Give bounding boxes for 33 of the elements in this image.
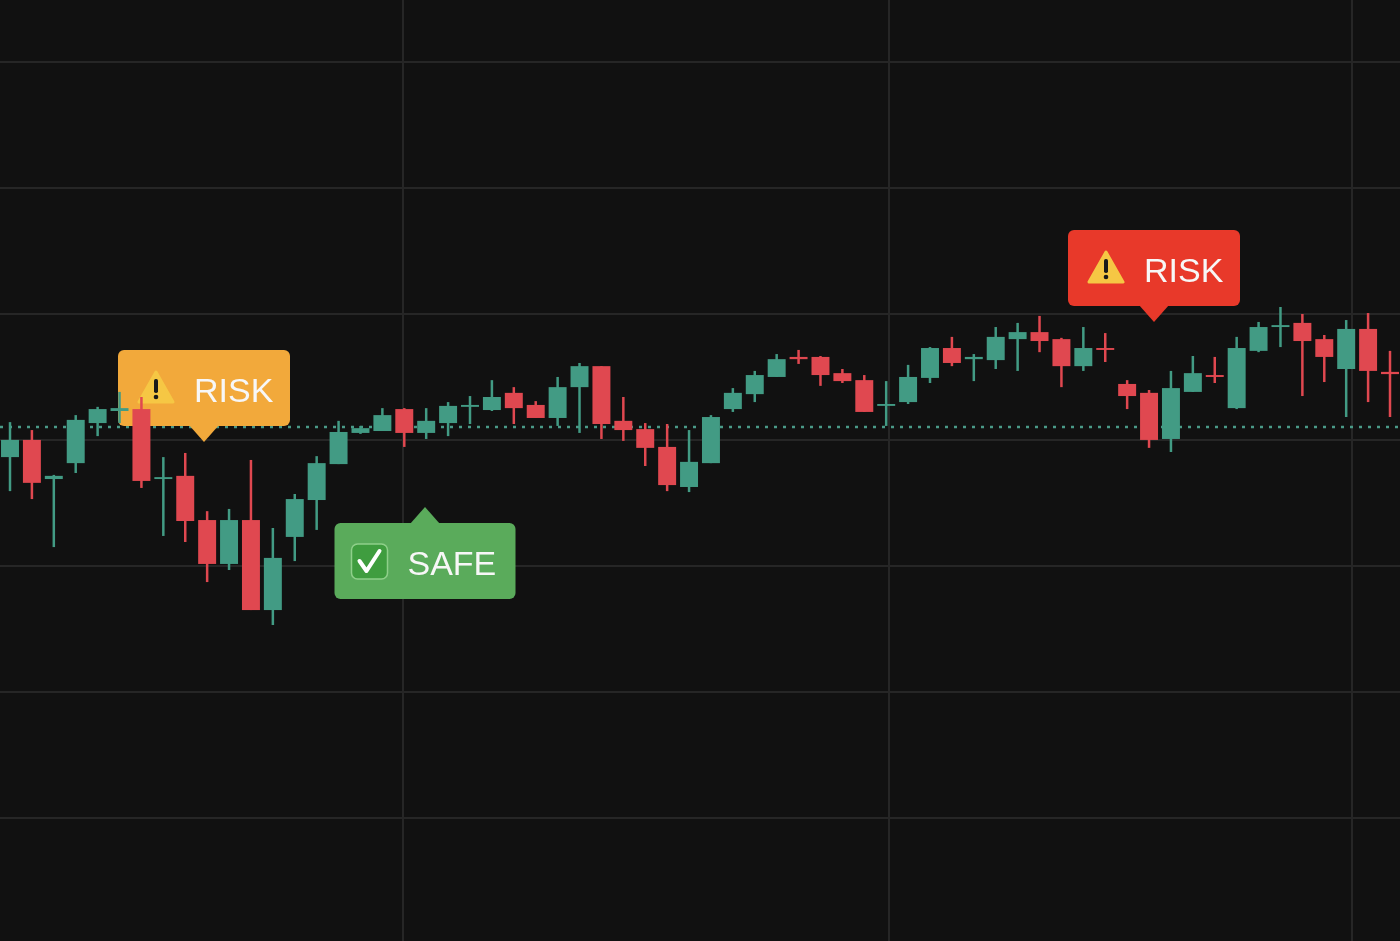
candlestick (636, 421, 655, 468)
candlestick (1205, 355, 1224, 385)
candlestick (1271, 305, 1290, 349)
candlestick (614, 395, 633, 443)
candlestick (986, 325, 1005, 371)
candlestick (964, 352, 983, 383)
candlestick (1030, 314, 1049, 354)
candlestick (745, 369, 764, 404)
candlestick (1315, 333, 1334, 384)
candlestick (877, 379, 896, 428)
text: RISK (1144, 251, 1224, 289)
candlestick (110, 390, 129, 425)
annotation: SAFE (407, 544, 497, 582)
candlestick (942, 335, 961, 368)
candlestick (461, 394, 479, 426)
candlestick (811, 354, 830, 388)
annotation: RISK (194, 371, 274, 409)
candlestick (154, 455, 173, 538)
candlestick (1074, 325, 1093, 373)
candlestick (723, 386, 742, 414)
candlestick (1008, 321, 1027, 373)
candlestick (1249, 320, 1268, 354)
candlestick (1118, 378, 1137, 411)
candlestick (1096, 331, 1115, 364)
candlestick (1183, 354, 1202, 394)
candlestick (504, 385, 523, 426)
candlestick (789, 348, 808, 366)
candlestick (1293, 312, 1312, 398)
candlestick (395, 406, 414, 449)
candlestick (44, 473, 63, 549)
candlestick (1381, 349, 1399, 419)
candlestick (482, 378, 501, 413)
candlestick (767, 352, 786, 379)
